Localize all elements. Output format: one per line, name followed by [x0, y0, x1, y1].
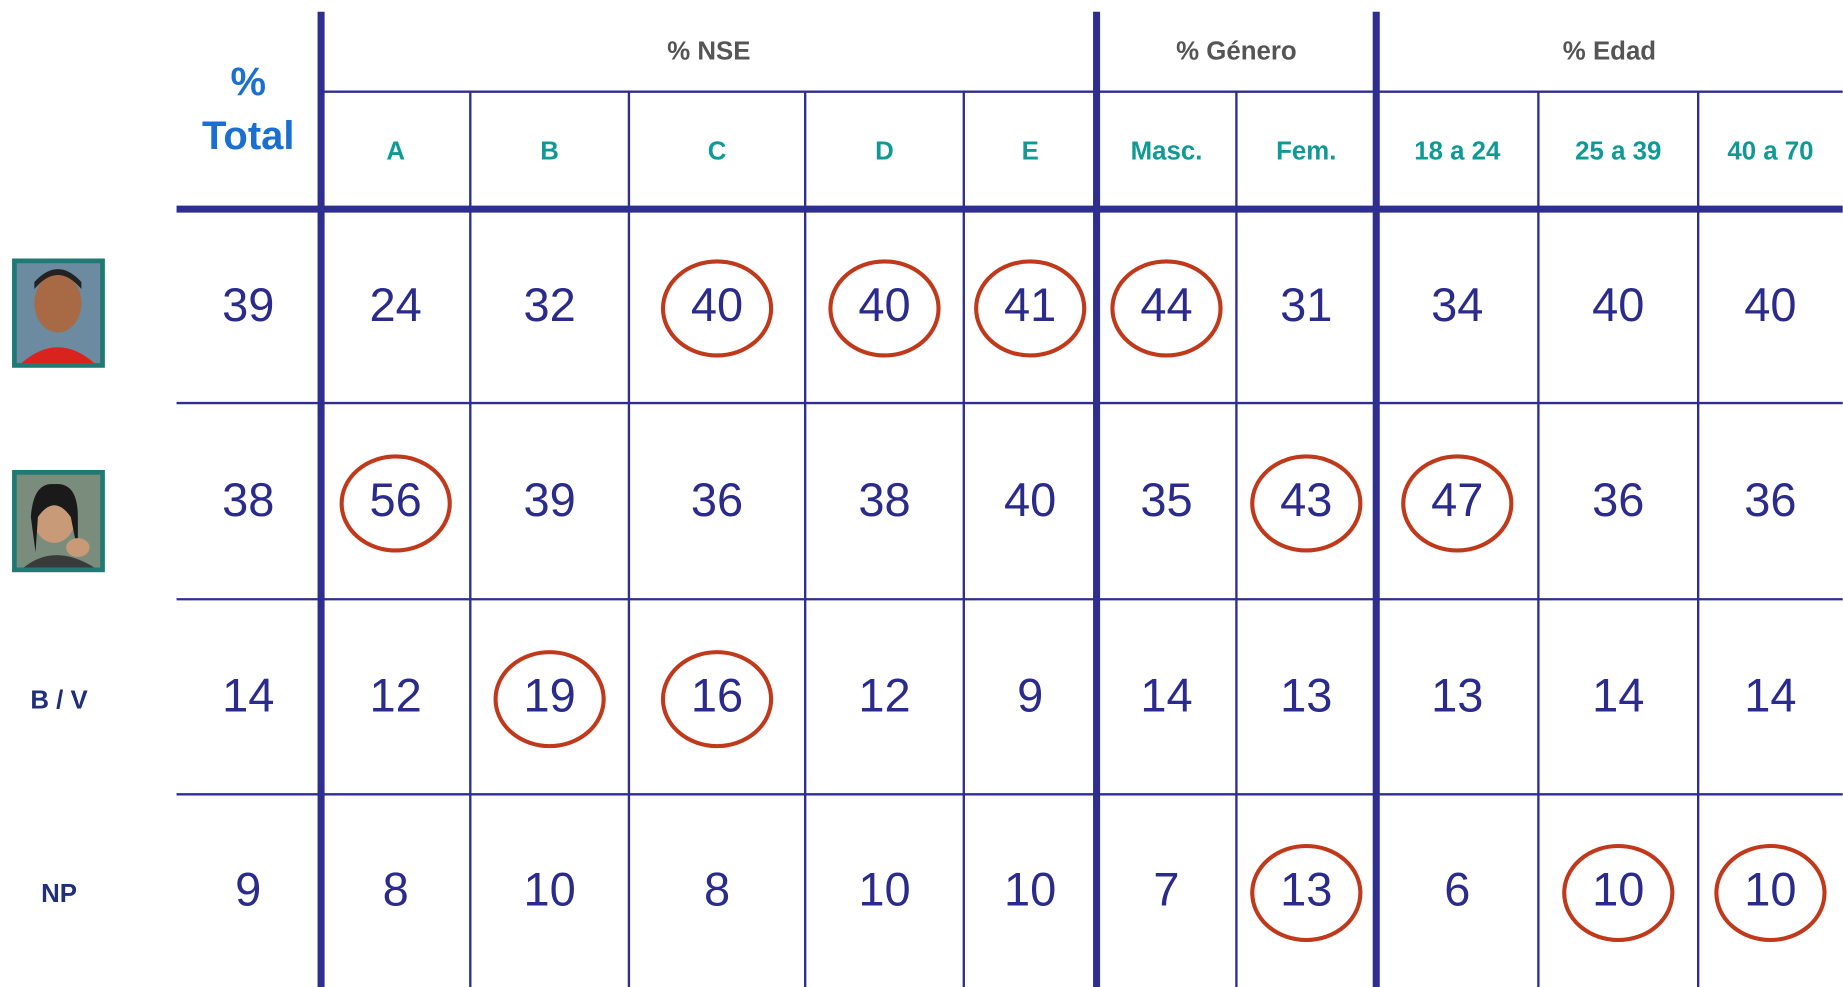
cell-value: 14 — [1592, 669, 1644, 722]
cell-value: 6 — [1444, 862, 1470, 915]
column-header: D — [875, 138, 894, 166]
total-header: % — [230, 60, 266, 104]
cell-value: 43 — [1280, 473, 1332, 526]
cell-value: 39 — [523, 473, 575, 526]
cell-value: 13 — [1431, 669, 1483, 722]
column-header: A — [386, 138, 405, 166]
cell-value: 9 — [1017, 669, 1043, 722]
cell-value: 35 — [1140, 473, 1192, 526]
cell-value: 16 — [691, 669, 743, 722]
cell-value: 19 — [523, 669, 575, 722]
cell-value: 40 — [691, 278, 743, 331]
cell-value: 8 — [383, 862, 409, 915]
column-header: Fem. — [1276, 138, 1336, 166]
row-label: NP — [41, 880, 77, 908]
cell-value: 14 — [1140, 669, 1192, 722]
group-header: % NSE — [667, 38, 750, 66]
cell-value: 56 — [370, 473, 422, 526]
cell-value: 40 — [1744, 278, 1796, 331]
cell-value: 40 — [1592, 278, 1644, 331]
column-header: 40 a 70 — [1727, 138, 1813, 166]
group-header: % Edad — [1563, 38, 1656, 66]
column-header: Masc. — [1131, 138, 1203, 166]
cell-value: 32 — [523, 278, 575, 331]
cell-value: 7 — [1153, 862, 1179, 915]
column-header: B — [540, 138, 559, 166]
cell-value: 38 — [858, 473, 910, 526]
cell-value: 10 — [523, 862, 575, 915]
cell-value: 13 — [1280, 862, 1332, 915]
cell-value: 36 — [1744, 473, 1796, 526]
cell-value: 10 — [858, 862, 910, 915]
cell-value: 12 — [370, 669, 422, 722]
cell-value: 10 — [1004, 862, 1056, 915]
cell-value: 14 — [1744, 669, 1796, 722]
cell-value: 8 — [704, 862, 730, 915]
cell-value: 40 — [858, 278, 910, 331]
page: {"table": { "total_header": ["%", "Total… — [0, 0, 1843, 987]
group-header: % Género — [1176, 38, 1297, 66]
column-header: 25 a 39 — [1575, 138, 1661, 166]
column-header: E — [1022, 138, 1039, 166]
cell-value: 47 — [1431, 473, 1483, 526]
candidate-photo — [12, 259, 105, 368]
cell-value: 14 — [222, 669, 274, 722]
cell-value: 41 — [1004, 278, 1056, 331]
column-header: 18 a 24 — [1414, 138, 1501, 166]
candidate-photo — [12, 470, 105, 572]
cell-value: 13 — [1280, 669, 1332, 722]
cell-value: 36 — [691, 473, 743, 526]
cell-value: 9 — [235, 862, 261, 915]
cell-value: 36 — [1592, 473, 1644, 526]
total-header: Total — [202, 114, 294, 158]
cell-value: 39 — [222, 278, 274, 331]
column-header: C — [708, 138, 727, 166]
cell-value: 12 — [858, 669, 910, 722]
cell-value: 31 — [1280, 278, 1332, 331]
row-label: B / V — [30, 686, 88, 714]
cell-value: 24 — [370, 278, 422, 331]
results-table: % Total % NSE % Género % Edad A B C D E Masc. Fem… — [0, 0, 1843, 987]
cell-value: 10 — [1744, 862, 1796, 915]
cell-value: 38 — [222, 473, 274, 526]
cell-value: 40 — [1004, 473, 1056, 526]
cell-value: 44 — [1140, 278, 1192, 331]
cell-value: 34 — [1431, 278, 1483, 331]
cell-value: 10 — [1592, 862, 1644, 915]
